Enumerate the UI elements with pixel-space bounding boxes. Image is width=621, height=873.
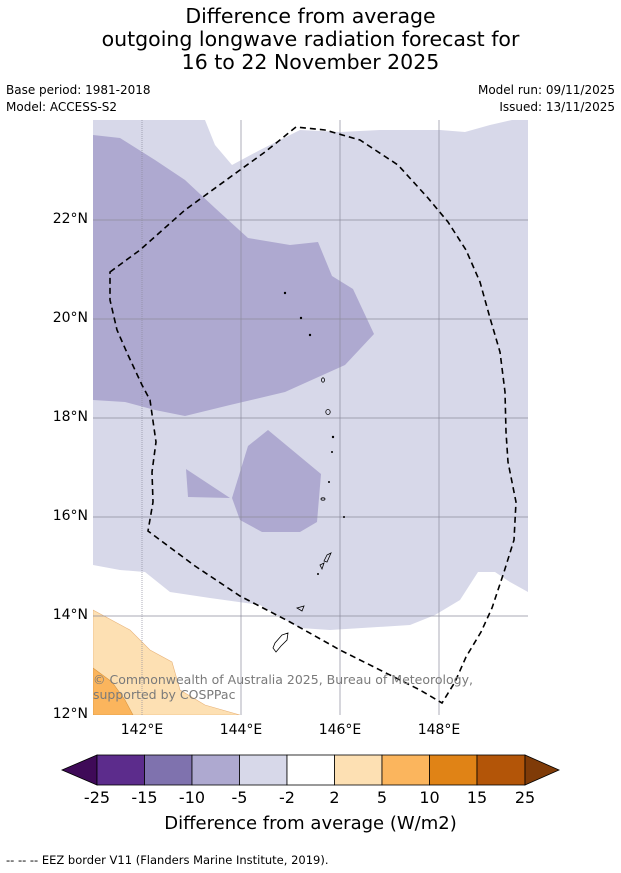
colorbar-tick: -2 (279, 788, 295, 807)
olr-anomaly-positive-light-region (93, 609, 241, 715)
colorbar-tick: -5 (231, 788, 248, 807)
title-line-1: Difference from average (185, 4, 436, 28)
colorbar-tick: 2 (329, 788, 340, 807)
meta-left: Base period: 1981-2018 Model: ACCESS-S2 (6, 82, 151, 116)
lat-label-22n: 22°N (52, 211, 88, 227)
colorbar-bin-4 (239, 754, 288, 786)
lon-label-142e: 142°E (120, 722, 164, 738)
lon-label-148e: 148°E (417, 722, 461, 738)
colorbar-tick: -25 (83, 788, 111, 807)
olr-anomaly-medium-region-north (93, 135, 374, 416)
base-period: Base period: 1981-2018 (6, 83, 151, 97)
colorbar-tick: -10 (178, 788, 206, 807)
olr-anomaly-positive-strong-region (93, 667, 134, 715)
copyright-notice: © Commonwealth of Australia 2025, Bureau… (93, 672, 473, 702)
colorbar (60, 754, 560, 786)
colorbar-bin-7 (381, 754, 430, 786)
colorbar-tick: 5 (376, 788, 388, 807)
colorbar-bin-6 (334, 754, 383, 786)
colorbar-tick: -15 (131, 788, 158, 807)
map-area (93, 120, 528, 715)
colorbar-tick: 25 (514, 788, 536, 807)
lon-label-144e: 144°E (219, 722, 263, 738)
colorbar-bin-3 (191, 754, 240, 786)
colorbar-extend-low (60, 754, 98, 786)
colorbar-tick: 10 (419, 788, 440, 807)
lat-label-14n: 14°N (52, 607, 88, 623)
meta-right: Model run: 09/11/2025 Issued: 13/11/2025 (478, 82, 615, 116)
colorbar-bin-5 (286, 754, 335, 786)
title-line-2: outgoing longwave radiation forecast for (101, 27, 520, 51)
colorbar-bin-8 (429, 754, 478, 786)
title-line-3: 16 to 22 November 2025 (181, 50, 440, 74)
colorbar-bin-1 (96, 754, 145, 786)
lat-label-20n: 20°N (52, 310, 88, 326)
colorbar-extend-high (524, 754, 560, 786)
colorbar-bin-2 (144, 754, 193, 786)
issued-date: Issued: 13/11/2025 (499, 100, 615, 114)
map-title: Difference from average outgoing longwav… (0, 5, 621, 74)
islands (272, 291, 345, 653)
colorbar-bin-9 (476, 754, 526, 786)
colorbar-label: Difference from average (W/m2) (164, 813, 457, 834)
graticule (93, 120, 528, 715)
olr-anomaly-medium-region-small (186, 469, 230, 498)
eez-legend: -- -- -- EEZ border V11 (Flanders Marine… (6, 853, 329, 867)
colorbar-tick: 15 (466, 788, 488, 807)
lon-label-146e: 146°E (318, 722, 362, 738)
model-run: Model run: 09/11/2025 (477, 83, 615, 97)
lat-label-12n: 12°N (52, 706, 88, 722)
eez-border (109, 126, 517, 705)
olr-anomaly-medium-region-south (232, 430, 321, 532)
lat-label-16n: 16°N (52, 508, 88, 524)
model-name: Model: ACCESS-S2 (6, 100, 118, 114)
lat-label-18n: 18°N (52, 409, 88, 425)
